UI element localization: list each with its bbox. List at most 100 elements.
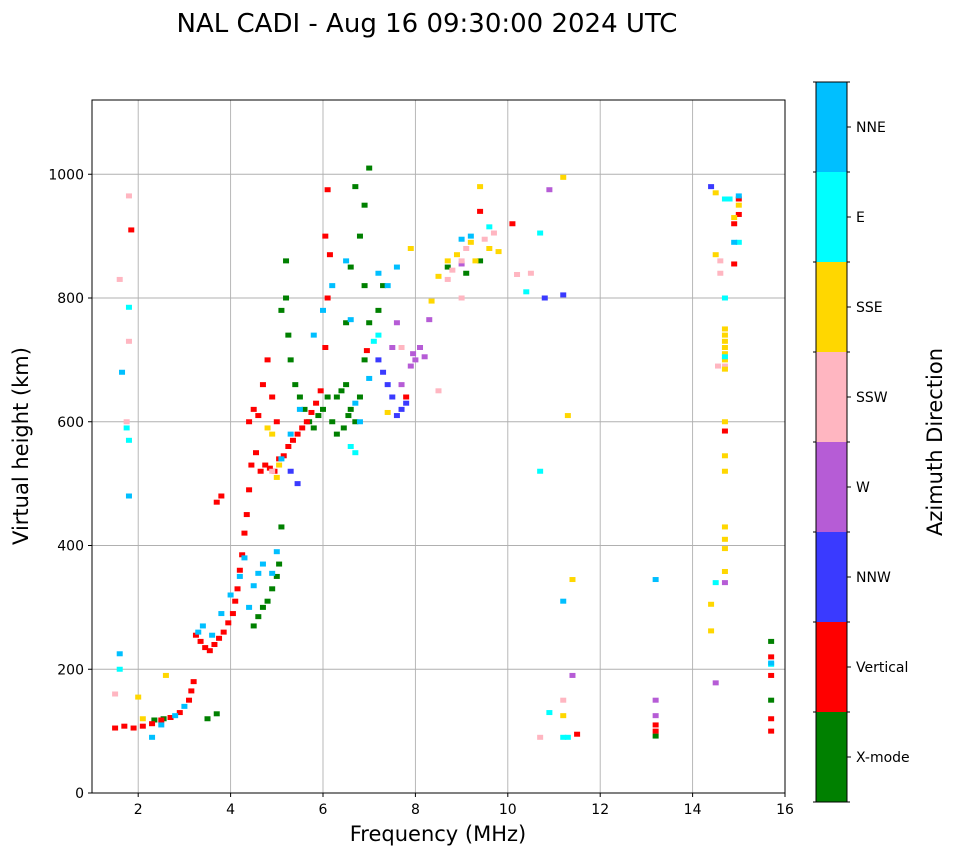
data-point: [715, 363, 722, 369]
data-point: [721, 580, 728, 586]
data-point: [380, 283, 387, 289]
data-point: [735, 202, 742, 208]
data-point: [560, 598, 567, 604]
x-tick-label: 4: [226, 802, 235, 818]
data-point: [324, 187, 331, 193]
data-point: [273, 549, 280, 555]
data-point: [278, 307, 285, 313]
y-tick-label: 200: [57, 662, 84, 678]
data-point: [123, 425, 130, 431]
data-point: [407, 363, 414, 369]
data-point: [151, 717, 158, 723]
data-point: [202, 645, 209, 651]
data-point: [218, 493, 225, 499]
data-point: [204, 716, 211, 722]
colorbar-tick-label: X-mode: [856, 750, 910, 766]
data-point: [717, 270, 724, 276]
data-point: [280, 453, 287, 459]
x-axis-ticks: 2 4 6 8 10 12 14 16: [134, 793, 794, 818]
data-point: [708, 628, 715, 634]
data-point: [486, 246, 493, 251]
data-point: [708, 601, 715, 607]
data-point: [449, 267, 456, 273]
series-vertical: [112, 187, 775, 737]
data-point: [569, 577, 576, 583]
data-point: [463, 246, 470, 251]
data-point: [289, 437, 296, 443]
x-tick-label: 6: [319, 802, 328, 818]
y-axis-ticks: 0 200 400 600 800 1000: [48, 167, 92, 802]
data-point: [116, 276, 123, 282]
data-point: [287, 431, 294, 437]
data-point: [768, 716, 775, 722]
data-point: [407, 246, 414, 251]
colorbar-segment: [816, 622, 847, 712]
colorbar-tick-label: SSW: [856, 390, 888, 406]
data-point: [278, 524, 285, 530]
data-point: [326, 252, 333, 258]
data-point: [652, 713, 659, 719]
data-point: [283, 258, 290, 264]
data-point: [560, 713, 567, 719]
data-point: [721, 568, 728, 574]
plot-background: [92, 100, 785, 793]
data-point: [375, 357, 382, 363]
data-point: [721, 524, 728, 530]
data-point: [652, 577, 659, 583]
data-point: [273, 573, 280, 579]
data-point: [564, 734, 571, 740]
data-point: [495, 249, 502, 255]
data-point: [768, 672, 775, 678]
data-point: [135, 694, 142, 700]
data-point: [250, 583, 257, 589]
data-point: [444, 258, 451, 264]
data-point: [428, 298, 435, 304]
data-point: [347, 444, 354, 449]
data-point: [712, 680, 719, 686]
data-point: [329, 283, 336, 289]
data-point: [721, 196, 728, 202]
data-point: [490, 230, 497, 236]
data-point: [317, 388, 324, 394]
data-point: [731, 215, 738, 221]
data-point: [276, 462, 283, 468]
data-point: [329, 419, 336, 425]
data-point: [313, 400, 320, 406]
data-point: [560, 734, 567, 740]
x-tick-label: 12: [591, 802, 609, 818]
data-point: [731, 221, 738, 227]
colorbar-segment: [816, 532, 847, 622]
data-point: [546, 710, 553, 716]
data-point: [560, 174, 567, 180]
data-point: [375, 270, 382, 276]
series-nnw: [287, 184, 715, 487]
data-point: [384, 382, 391, 388]
series-xmode: [151, 165, 775, 739]
data-point: [352, 419, 359, 425]
data-point: [417, 345, 424, 350]
data-point: [232, 598, 239, 604]
data-point: [343, 382, 350, 388]
x-tick-label: 14: [684, 802, 702, 818]
data-point: [721, 428, 728, 434]
data-point: [363, 348, 370, 354]
colorbar-label: Azimuth Direction: [923, 348, 947, 536]
data-point: [121, 723, 128, 729]
y-tick-label: 600: [57, 415, 84, 431]
data-point: [213, 711, 220, 717]
data-point: [768, 638, 775, 644]
data-point: [435, 273, 442, 279]
colorbar-tick-label: Vertical: [856, 660, 908, 676]
data-point: [125, 437, 132, 443]
x-tick-label: 10: [499, 802, 517, 818]
data-point: [257, 468, 264, 474]
data-point: [393, 320, 400, 326]
data-point: [467, 233, 474, 239]
data-point: [735, 211, 742, 217]
data-point: [721, 453, 728, 459]
data-point: [269, 394, 276, 400]
y-axis-label: Virtual height (km): [9, 347, 33, 545]
data-point: [347, 264, 354, 270]
data-point: [206, 648, 213, 654]
